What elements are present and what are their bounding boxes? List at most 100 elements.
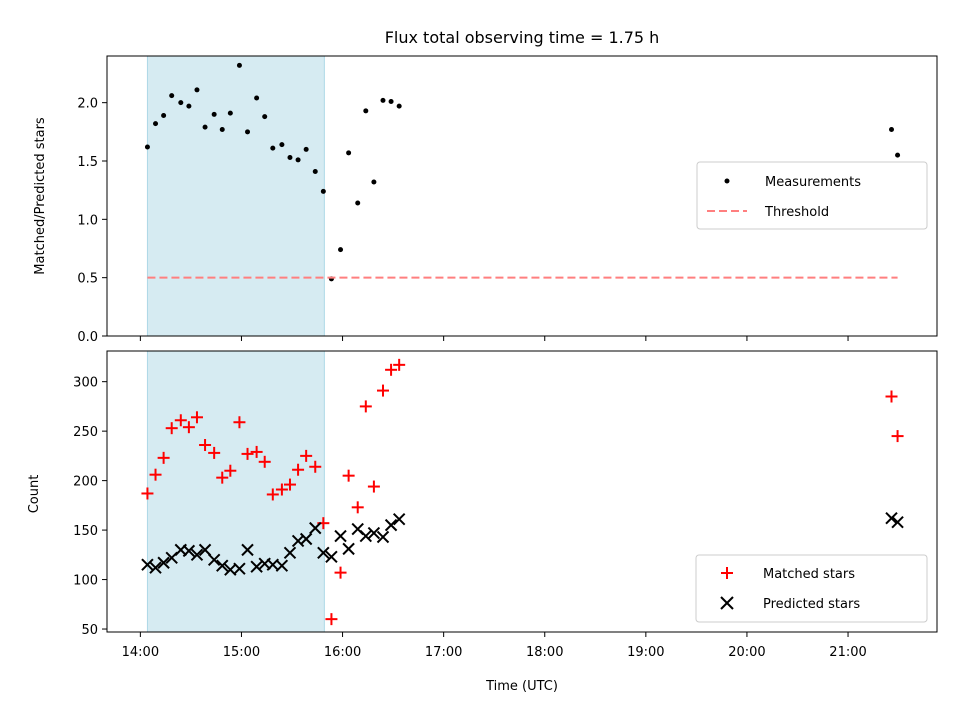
x-tick-label: 20:00 [728, 645, 765, 660]
matched-stars-point [250, 445, 263, 458]
matched-stars-point [334, 566, 347, 579]
measurements-point [161, 113, 167, 118]
predicted-stars-point [885, 512, 898, 525]
ratio-y-tick-label: 0.0 [77, 330, 98, 345]
predicted-stars-point-stroke [250, 560, 263, 573]
measurements-point [380, 97, 386, 103]
ratio-y-tick-label: 1.0 [77, 213, 98, 228]
ratio-observing-window [146, 55, 325, 337]
ratio-y-tick-label: 1.5 [77, 155, 98, 170]
matched-stars-point [325, 613, 338, 626]
predicted-stars-point [367, 526, 381, 540]
matched-stars-point [258, 455, 271, 468]
measurements-point [396, 103, 402, 109]
matched-stars-point [216, 471, 229, 484]
matched-stars-point [385, 363, 398, 376]
matched-stars-point [342, 469, 355, 482]
matched-stars-point [233, 416, 246, 429]
predicted-stars-point-stroke [207, 553, 221, 566]
counts-observing-window [146, 350, 325, 633]
measurements-point [338, 247, 344, 253]
predicted-stars-point-stroke [198, 543, 212, 557]
measurements-point [186, 103, 192, 109]
measurements-point [144, 144, 150, 150]
measurements-point [303, 146, 309, 152]
count-panel: 50 100 150 200 250 300 14:00 15:00 16:00 17:00 18:… [27, 350, 938, 694]
matched-stars-point [351, 501, 364, 514]
measurements-point [320, 188, 326, 194]
predicted-stars-point-stroke [384, 518, 398, 532]
measurements-point [312, 169, 318, 174]
matched-stars-point [141, 487, 154, 500]
matched-stars-point [224, 464, 237, 477]
chart-title: Flux total observing time = 1.75 h [385, 28, 660, 47]
x-tick-label: 17:00 [425, 645, 462, 660]
predicted-stars-legend-marker [720, 596, 734, 610]
matched-stars-point [266, 488, 279, 501]
ratio-y-tick-label: 2.0 [77, 97, 98, 112]
predicted-stars-point [233, 562, 246, 575]
predicted-stars-point-stroke [141, 558, 154, 571]
predicted-stars-point-stroke [359, 529, 373, 543]
measurements-point [194, 87, 200, 93]
matched-stars-point [376, 384, 389, 397]
ratio-legend-box [696, 161, 928, 230]
ratio-y-tick-label: 0.5 [77, 272, 98, 287]
predicted-stars-point [190, 548, 204, 562]
measurements-point [153, 121, 159, 127]
predicted-stars-point [392, 512, 406, 526]
predicted-stars-point-stroke [283, 546, 297, 560]
predicted-stars-point [342, 542, 355, 556]
matched-stars-legend-label: Matched stars [763, 567, 855, 582]
predicted-stars-point-stroke [309, 521, 322, 535]
measurements-point [245, 129, 251, 135]
predicted-stars-point [207, 553, 221, 566]
predicted-stars-point-stroke [334, 529, 347, 543]
predicted-stars-point-stroke [224, 563, 237, 576]
measurements-point [346, 150, 352, 156]
matched-stars-point [182, 421, 195, 434]
predicted-stars-point-stroke [351, 522, 364, 536]
matched-stars-point [241, 447, 254, 460]
predicted-stars-legend-label: Predicted stars [763, 597, 860, 612]
measurements-point [202, 124, 208, 130]
predicted-stars-point [334, 529, 347, 543]
measurements-point [889, 127, 895, 132]
predicted-stars-point [317, 546, 330, 560]
measurements-point [254, 95, 260, 101]
predicted-stars-point [149, 561, 162, 574]
predicted-stars-point-stroke [392, 512, 406, 526]
predicted-stars-point [325, 550, 338, 564]
x-axis-label: Time (UTC) [485, 679, 558, 694]
predicted-stars-point [198, 543, 212, 557]
matched-stars-point [199, 438, 212, 451]
predicted-stars-point-stroke [149, 561, 162, 574]
ratio-plot-area: 0.0 0.5 1.0 1.5 2.0 [77, 55, 901, 345]
counts-y-tick-label: 100 [73, 574, 98, 589]
matched-stars-point [283, 478, 296, 491]
predicted-stars-point [891, 515, 904, 529]
matched-stars-point [174, 414, 187, 427]
predicted-stars-point-stroke [216, 559, 229, 572]
predicted-stars-point [216, 559, 229, 572]
threshold-legend-label: Threshold [764, 205, 829, 220]
predicted-stars-point-stroke [367, 526, 381, 540]
matched-stars-point [300, 449, 313, 462]
count-plot-area: 50 100 150 200 250 300 14:00 15:00 16:00 17:00 18:… [73, 350, 904, 660]
counts-y-tick-label: 300 [73, 376, 98, 391]
count-legend-box [695, 554, 928, 623]
measurements-legend-label: Measurements [765, 175, 861, 190]
matched-stars-point [309, 460, 322, 473]
predicted-stars-point [384, 518, 398, 532]
predicted-stars-point [182, 544, 196, 558]
predicted-stars-point-stroke [182, 544, 196, 558]
predicted-stars-point-stroke [299, 532, 313, 546]
matched-stars-legend-marker [721, 567, 733, 579]
count-axes-frame [106, 350, 938, 633]
predicted-stars-point-stroke [891, 515, 904, 529]
predicted-stars-point [250, 560, 263, 573]
predicted-stars-point-stroke [241, 543, 254, 557]
x-tick-label: 19:00 [627, 645, 664, 660]
predicted-stars-point-stroke [291, 534, 305, 548]
